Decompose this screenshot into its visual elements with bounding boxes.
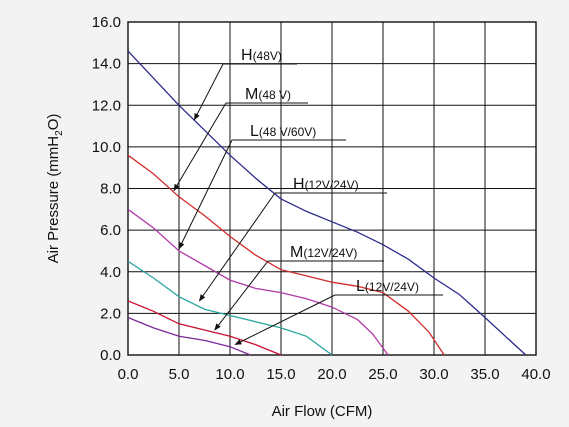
annotation-arrow (214, 260, 269, 331)
annotation-5: M(12V/24V) (214, 244, 384, 331)
series-line-2 (127, 154, 445, 356)
annotation-label-sub: (12V/24V) (305, 178, 359, 192)
annotation-label: L(48 V/60V) (250, 123, 316, 140)
grid (127, 21, 537, 356)
annotation-label: L(12V/24V) (356, 278, 419, 295)
y-tick-label: 4.0 (100, 264, 121, 281)
annotation-label-sub: (48V) (253, 49, 282, 63)
x-tick-label: 35.0 (470, 366, 499, 383)
x-tick-label: 30.0 (419, 366, 448, 383)
annotation-label-main: M (245, 86, 258, 103)
annotation-arrow (173, 102, 227, 192)
y-tick-label: 10.0 (92, 139, 121, 156)
annotation-label-sub: (12V/24V) (303, 246, 357, 260)
x-tick-label: 20.0 (317, 366, 346, 383)
y-axis-title-tail: O) (45, 114, 62, 131)
y-axis-title-subscript: 2 (54, 130, 65, 136)
series-line-3 (127, 208, 389, 356)
y-tick-label: 16.0 (92, 14, 121, 31)
annotation-1: H(48V) (193, 47, 297, 121)
y-tick-label: 0.0 (100, 347, 121, 364)
y-tick-label: 12.0 (92, 97, 121, 114)
series-lines (127, 50, 527, 356)
annotation-2: M(48 V) (173, 86, 308, 192)
series-line-1 (127, 50, 527, 356)
annotation-label-main: H (241, 47, 253, 64)
tick-labels: 0.0 5.0 10.0 15.0 20.0 25.0 30.0 35.0 40.0 0.0 2.0… (92, 14, 551, 383)
x-tick-label: 5.0 (169, 366, 190, 383)
x-axis-title: Air Flow (CFM) (272, 403, 373, 420)
annotation-label-main: L (250, 123, 259, 140)
y-tick-label: 8.0 (100, 181, 121, 198)
annotations: H(48V)M(48 V)L(48 V/60V)H(12V/24V)M(12V/… (173, 47, 443, 346)
series-line-5 (127, 300, 282, 356)
annotation-3: L(48 V/60V) (178, 123, 346, 250)
annotation-arrow (193, 63, 224, 121)
x-tick-label: 40.0 (521, 366, 550, 383)
annotation-label: H(48V) (241, 47, 282, 64)
x-tick-label: 0.0 (118, 366, 139, 383)
y-tick-label: 14.0 (92, 56, 121, 73)
annotation-label-sub: (48 V) (258, 88, 291, 102)
series-line-6 (127, 316, 251, 356)
y-tick-label: 2.0 (100, 305, 121, 322)
y-axis-title: Air Pressure (mmH2O) (45, 114, 65, 264)
annotation-arrow (178, 139, 233, 250)
annotation-6: L(12V/24V) (234, 278, 443, 346)
x-tick-label: 15.0 (266, 366, 295, 383)
annotation-label-main: M (290, 244, 303, 261)
series-line-4 (127, 260, 333, 356)
y-tick-label: 6.0 (100, 222, 121, 239)
annotation-arrow (234, 294, 336, 346)
annotation-label-sub: (48 V/60V) (259, 125, 316, 139)
annotation-label-main: L (356, 278, 365, 295)
y-axis-title-base: Air Pressure (mmH (45, 136, 62, 264)
annotation-label: M(48 V) (245, 86, 291, 103)
annotation-4: H(12V/24V) (198, 176, 387, 302)
annotation-label-sub: (12V/24V) (365, 280, 419, 294)
x-tick-label: 25.0 (368, 366, 397, 383)
x-tick-label: 10.0 (215, 366, 244, 383)
annotation-label-main: H (293, 176, 305, 193)
annotation-label: H(12V/24V) (293, 176, 359, 193)
annotation-arrow (198, 192, 276, 302)
annotation-label: M(12V/24V) (290, 244, 357, 261)
